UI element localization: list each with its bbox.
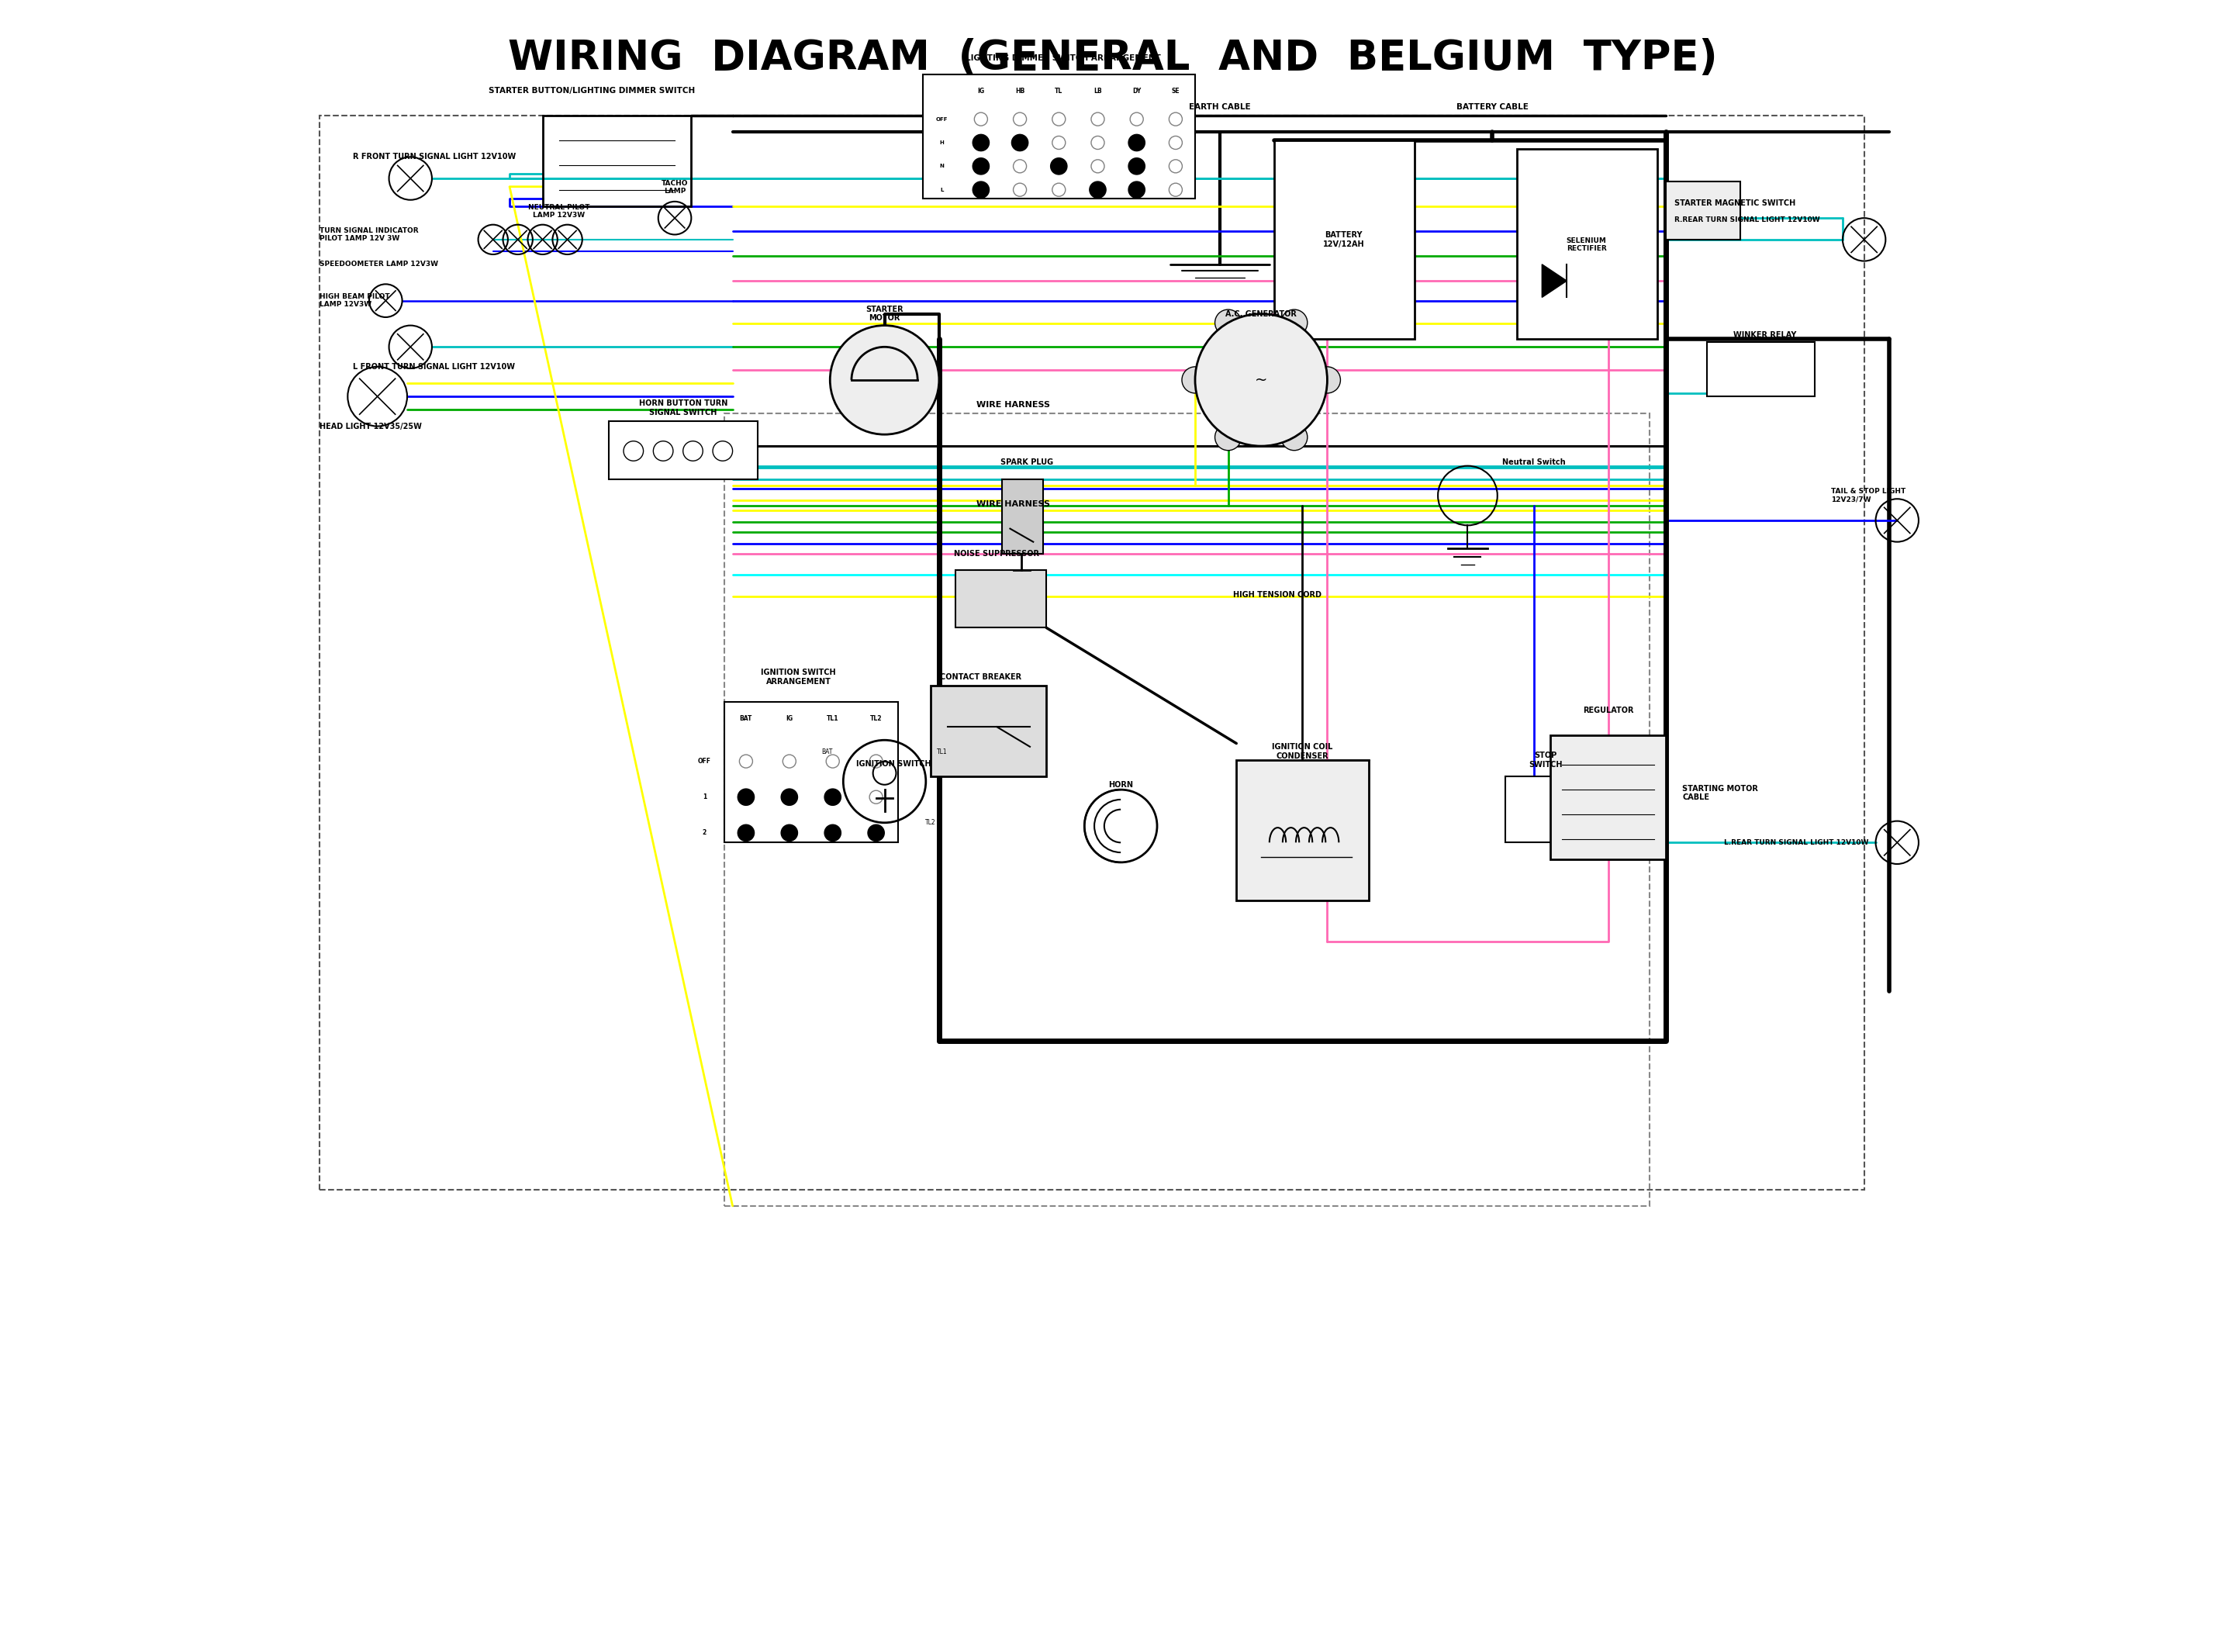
- Circle shape: [1215, 425, 1242, 451]
- Text: WIRING  DIAGRAM  (GENERAL  AND  BELGIUM  TYPE): WIRING DIAGRAM (GENERAL AND BELGIUM TYPE…: [507, 38, 1718, 78]
- Bar: [1517, 149, 1658, 339]
- Text: STARTING MOTOR
CABLE: STARTING MOTOR CABLE: [1682, 785, 1758, 801]
- Bar: [1551, 735, 1667, 859]
- Circle shape: [1128, 182, 1146, 198]
- Circle shape: [1282, 425, 1308, 451]
- Text: BATTERY
12V/12AH: BATTERY 12V/12AH: [1324, 231, 1364, 248]
- Text: TL2: TL2: [870, 715, 881, 722]
- Text: STOP
SWITCH: STOP SWITCH: [1529, 752, 1562, 768]
- Circle shape: [1128, 159, 1146, 175]
- Text: WINKER RELAY: WINKER RELAY: [1733, 332, 1796, 339]
- Text: IGNITION COIL
CONDENSER: IGNITION COIL CONDENSER: [1273, 743, 1333, 760]
- Circle shape: [1215, 309, 1242, 335]
- Text: DY: DY: [1133, 88, 1141, 94]
- Circle shape: [1128, 134, 1146, 150]
- Circle shape: [1050, 159, 1068, 175]
- Text: TURN SIGNAL INDICATOR
PILOT 1AMP 12V 3W: TURN SIGNAL INDICATOR PILOT 1AMP 12V 3W: [320, 226, 418, 243]
- Text: HEAD LIGHT 12V35/25W: HEAD LIGHT 12V35/25W: [320, 423, 423, 430]
- Circle shape: [1315, 367, 1339, 393]
- Text: 1: 1: [703, 793, 708, 801]
- Text: STARTER
MOTOR: STARTER MOTOR: [866, 306, 903, 322]
- Text: NOISE SUPPRESSOR: NOISE SUPPRESSOR: [955, 550, 1039, 557]
- Text: BATTERY CABLE: BATTERY CABLE: [1457, 104, 1529, 111]
- Text: HB: HB: [1015, 88, 1026, 94]
- Circle shape: [781, 790, 797, 806]
- Circle shape: [972, 134, 990, 150]
- Text: BAT: BAT: [739, 715, 752, 722]
- Text: SPEEDOOMETER LAMP 12V3W: SPEEDOOMETER LAMP 12V3W: [320, 261, 438, 268]
- Text: IG: IG: [977, 88, 983, 94]
- Text: STARTER MAGNETIC SWITCH: STARTER MAGNETIC SWITCH: [1673, 200, 1796, 206]
- Circle shape: [868, 824, 883, 841]
- Text: SPARK PLUG: SPARK PLUG: [1001, 459, 1052, 466]
- Text: OFF: OFF: [937, 117, 948, 122]
- Text: TL1: TL1: [937, 748, 948, 755]
- Text: TACHO
LAMP: TACHO LAMP: [661, 180, 688, 195]
- Text: H: H: [939, 140, 943, 145]
- Text: OFF: OFF: [699, 758, 712, 765]
- Circle shape: [739, 824, 754, 841]
- Text: WIRE HARNESS: WIRE HARNESS: [977, 401, 1050, 408]
- Circle shape: [830, 325, 939, 434]
- Bar: [955, 570, 1046, 628]
- Bar: [320, 116, 1865, 1189]
- Text: IGNITION SWITCH
ARRANGEMENT: IGNITION SWITCH ARRANGEMENT: [761, 669, 837, 686]
- Text: STARTER BUTTON/LIGHTING DIMMER SWITCH: STARTER BUTTON/LIGHTING DIMMER SWITCH: [489, 88, 696, 94]
- Circle shape: [972, 159, 990, 175]
- Text: REGULATOR: REGULATOR: [1582, 707, 1633, 714]
- Text: NEUTRAL PILOT
LAMP 12V3W: NEUTRAL PILOT LAMP 12V3W: [527, 203, 590, 220]
- Text: L FRONT TURN SIGNAL LIGHT 12V10W: L FRONT TURN SIGNAL LIGHT 12V10W: [352, 363, 514, 370]
- Circle shape: [825, 824, 841, 841]
- Text: SELENIUM
RECTIFIER: SELENIUM RECTIFIER: [1566, 236, 1606, 253]
- Bar: [725, 702, 897, 843]
- Circle shape: [739, 790, 754, 806]
- Circle shape: [972, 182, 990, 198]
- Bar: [610, 421, 757, 479]
- Circle shape: [781, 824, 797, 841]
- Bar: [1506, 776, 1580, 843]
- Text: Neutral Switch: Neutral Switch: [1502, 459, 1566, 466]
- Circle shape: [1090, 182, 1106, 198]
- Text: CONTACT BREAKER: CONTACT BREAKER: [939, 674, 1021, 681]
- Text: R FRONT TURN SIGNAL LIGHT 12V10W: R FRONT TURN SIGNAL LIGHT 12V10W: [352, 154, 516, 160]
- Text: R.REAR TURN SIGNAL LIGHT 12V10W: R.REAR TURN SIGNAL LIGHT 12V10W: [1673, 216, 1820, 223]
- Text: BAT: BAT: [821, 748, 832, 755]
- Bar: [543, 116, 692, 206]
- Text: IGNITION SWITCH: IGNITION SWITCH: [857, 760, 932, 768]
- Circle shape: [1012, 134, 1028, 150]
- Text: L.REAR TURN SIGNAL LIGHT 12V10W: L.REAR TURN SIGNAL LIGHT 12V10W: [1724, 839, 1869, 846]
- Bar: [1237, 760, 1368, 900]
- Text: TAIL & STOP LIGHT
12V23/7W: TAIL & STOP LIGHT 12V23/7W: [1831, 487, 1907, 504]
- Text: N: N: [939, 164, 943, 169]
- Bar: [1275, 140, 1415, 339]
- Text: TL: TL: [1055, 88, 1064, 94]
- Text: IG: IG: [785, 715, 792, 722]
- Bar: [930, 686, 1046, 776]
- Text: LB: LB: [1095, 88, 1101, 94]
- Text: HIGH BEAM PILOT
LAMP 12V3W: HIGH BEAM PILOT LAMP 12V3W: [320, 292, 389, 309]
- Text: LIGHTING DIMMER SWITCH ARRANGEMENT: LIGHTING DIMMER SWITCH ARRANGEMENT: [966, 55, 1161, 61]
- Circle shape: [1195, 314, 1328, 446]
- Text: HIGH TENSION CORD: HIGH TENSION CORD: [1233, 591, 1322, 598]
- Text: TL2: TL2: [926, 819, 937, 826]
- Bar: [1667, 182, 1740, 240]
- Circle shape: [1181, 367, 1208, 393]
- Text: HORN BUTTON TURN
SIGNAL SWITCH: HORN BUTTON TURN SIGNAL SWITCH: [639, 400, 728, 416]
- Text: SE: SE: [1173, 88, 1179, 94]
- Text: HORN: HORN: [1108, 781, 1133, 788]
- Bar: [1707, 342, 1816, 396]
- Circle shape: [1282, 309, 1308, 335]
- Bar: [923, 74, 1195, 198]
- Text: WIRE HARNESS: WIRE HARNESS: [977, 501, 1050, 507]
- Circle shape: [825, 790, 841, 806]
- Text: L: L: [941, 187, 943, 192]
- Text: ~: ~: [1255, 373, 1268, 387]
- Text: TL1: TL1: [828, 715, 839, 722]
- Bar: [1001, 479, 1044, 553]
- Text: 2: 2: [703, 829, 708, 836]
- Text: EARTH CABLE: EARTH CABLE: [1188, 104, 1250, 111]
- Polygon shape: [1542, 264, 1566, 297]
- Text: A.C. GENERATOR: A.C. GENERATOR: [1226, 311, 1297, 317]
